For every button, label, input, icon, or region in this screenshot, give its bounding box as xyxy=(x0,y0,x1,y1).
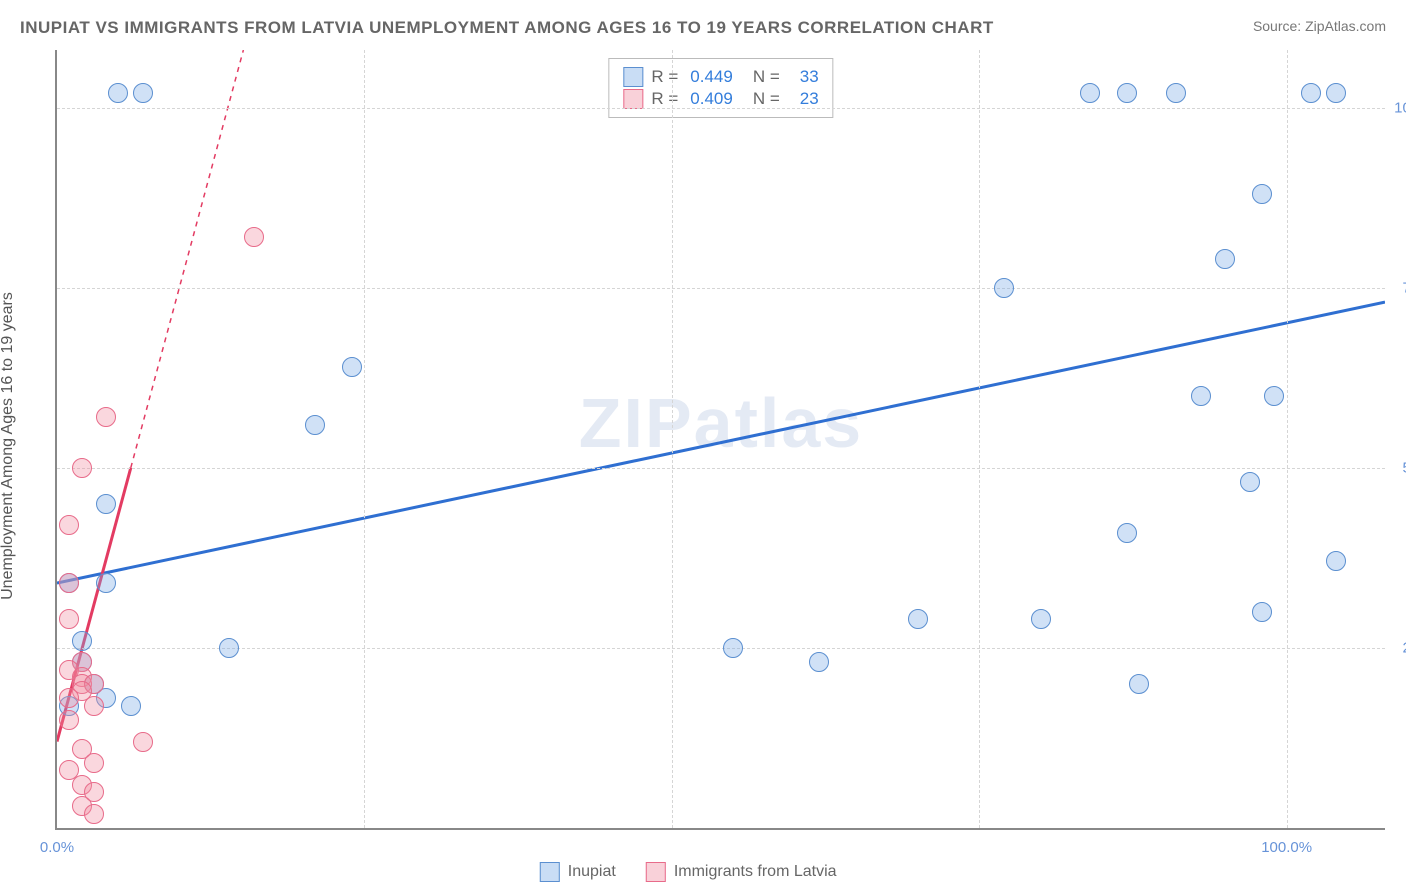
data-point xyxy=(59,688,79,708)
stats-row-latvia: R = 0.409 N = 23 xyxy=(623,89,818,109)
gridline-vertical xyxy=(979,50,980,828)
watermark: ZIPatlas xyxy=(579,383,863,463)
data-point xyxy=(1252,184,1272,204)
data-point xyxy=(59,515,79,535)
chart-source: Source: ZipAtlas.com xyxy=(1253,18,1386,34)
y-tick-label: 100.0% xyxy=(1390,99,1406,116)
n-label: N = xyxy=(753,67,780,87)
data-point xyxy=(1117,83,1137,103)
y-tick-label: 75.0% xyxy=(1390,279,1406,296)
legend-chip-pink xyxy=(646,862,666,882)
legend-chip-blue xyxy=(540,862,560,882)
r-label: R = xyxy=(651,67,678,87)
data-point xyxy=(1117,523,1137,543)
data-point xyxy=(59,609,79,629)
legend-item-inupiat: Inupiat xyxy=(540,862,616,882)
legend-label-1: Inupiat xyxy=(568,863,616,881)
stats-legend: R = 0.449 N = 33 R = 0.409 N = 23 xyxy=(608,58,833,118)
data-point xyxy=(96,494,116,514)
data-point xyxy=(809,652,829,672)
data-point xyxy=(723,638,743,658)
data-point xyxy=(84,804,104,824)
data-point xyxy=(1129,674,1149,694)
data-point xyxy=(59,573,79,593)
data-point xyxy=(96,573,116,593)
y-tick-label: 50.0% xyxy=(1390,459,1406,476)
legend-label-2: Immigrants from Latvia xyxy=(674,863,837,881)
data-point xyxy=(84,753,104,773)
data-point xyxy=(1301,83,1321,103)
data-point xyxy=(72,631,92,651)
data-point xyxy=(305,415,325,435)
n-value-1: 33 xyxy=(800,67,819,87)
data-point xyxy=(121,696,141,716)
n-label: N = xyxy=(753,89,780,109)
data-point xyxy=(1191,386,1211,406)
data-point xyxy=(1252,602,1272,622)
y-tick-label: 25.0% xyxy=(1390,639,1406,656)
data-point xyxy=(908,609,928,629)
data-point xyxy=(96,407,116,427)
chart-title: INUPIAT VS IMMIGRANTS FROM LATVIA UNEMPL… xyxy=(20,18,994,38)
data-point xyxy=(1326,551,1346,571)
data-point xyxy=(1166,83,1186,103)
x-tick-label: 0.0% xyxy=(40,839,74,856)
data-point xyxy=(72,458,92,478)
data-point xyxy=(1031,609,1051,629)
gridline-vertical xyxy=(1287,50,1288,828)
x-tick-label: 100.0% xyxy=(1261,839,1312,856)
r-value-2: 0.409 xyxy=(690,89,733,109)
trend-lines xyxy=(57,50,1385,828)
data-point xyxy=(84,696,104,716)
data-point xyxy=(994,278,1014,298)
bottom-legend: Inupiat Immigrants from Latvia xyxy=(540,862,837,882)
data-point xyxy=(1215,249,1235,269)
n-value-2: 23 xyxy=(800,89,819,109)
legend-item-latvia: Immigrants from Latvia xyxy=(646,862,837,882)
gridline-horizontal xyxy=(57,648,1385,649)
gridline-horizontal xyxy=(57,108,1385,109)
data-point xyxy=(133,732,153,752)
data-point xyxy=(342,357,362,377)
data-point xyxy=(1240,472,1260,492)
data-point xyxy=(59,710,79,730)
legend-chip-blue xyxy=(623,67,643,87)
data-point xyxy=(108,83,128,103)
r-value-1: 0.449 xyxy=(690,67,733,87)
data-point xyxy=(1326,83,1346,103)
data-point xyxy=(219,638,239,658)
gridline-horizontal xyxy=(57,288,1385,289)
data-point xyxy=(244,227,264,247)
r-label: R = xyxy=(651,89,678,109)
y-axis-label: Unemployment Among Ages 16 to 19 years xyxy=(0,292,17,600)
stats-row-inupiat: R = 0.449 N = 33 xyxy=(623,67,818,87)
legend-chip-pink xyxy=(623,89,643,109)
gridline-horizontal xyxy=(57,468,1385,469)
gridline-vertical xyxy=(672,50,673,828)
data-point xyxy=(1080,83,1100,103)
data-point xyxy=(133,83,153,103)
scatter-plot-area: ZIPatlas R = 0.449 N = 33 R = 0.409 N = … xyxy=(55,50,1385,830)
data-point xyxy=(1264,386,1284,406)
gridline-vertical xyxy=(364,50,365,828)
